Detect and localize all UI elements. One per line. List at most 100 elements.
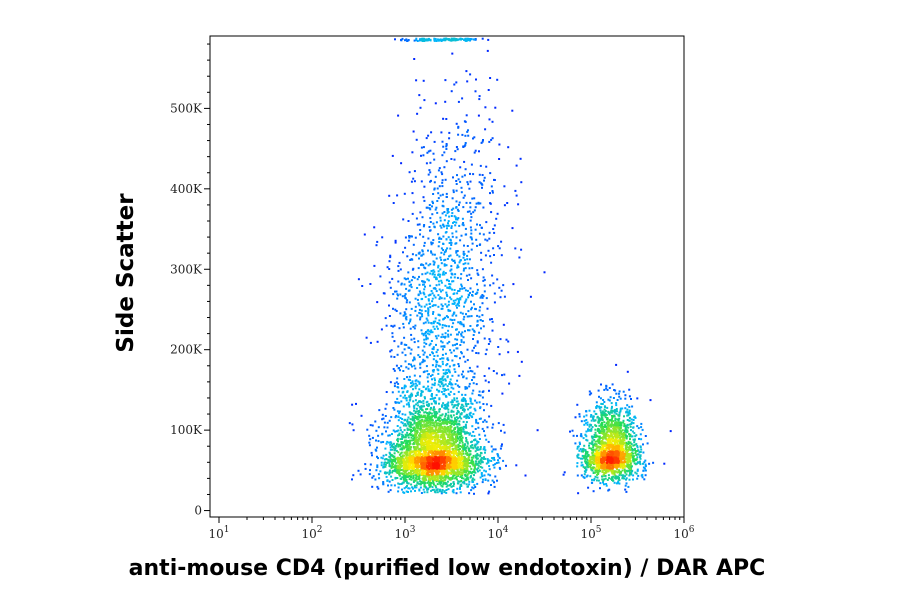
event-point bbox=[443, 478, 446, 481]
event-point bbox=[421, 249, 424, 252]
event-point bbox=[602, 426, 605, 429]
event-point bbox=[435, 419, 438, 422]
event-point bbox=[433, 187, 436, 190]
event-point bbox=[434, 317, 437, 320]
event-point bbox=[450, 90, 453, 93]
event-point bbox=[425, 448, 428, 451]
event-point bbox=[406, 453, 409, 456]
event-point bbox=[416, 446, 419, 449]
event-point bbox=[442, 379, 445, 382]
event-point bbox=[431, 436, 434, 439]
event-point bbox=[419, 428, 422, 431]
event-point bbox=[464, 37, 467, 40]
event-point bbox=[408, 403, 410, 406]
event-point bbox=[466, 442, 469, 445]
event-point bbox=[386, 421, 389, 424]
event-point bbox=[465, 458, 468, 460]
event-point bbox=[600, 430, 603, 433]
event-point bbox=[415, 39, 418, 42]
event-point bbox=[478, 232, 481, 235]
event-point bbox=[480, 141, 483, 144]
event-point bbox=[454, 261, 456, 264]
event-point bbox=[640, 422, 643, 425]
event-point bbox=[389, 456, 392, 459]
event-point bbox=[596, 469, 599, 472]
event-point bbox=[498, 247, 501, 250]
event-point bbox=[445, 291, 448, 294]
event-point bbox=[602, 399, 605, 401]
event-point bbox=[590, 447, 593, 450]
event-point bbox=[433, 436, 436, 439]
event-point bbox=[467, 310, 470, 313]
event-point bbox=[421, 443, 424, 446]
event-point bbox=[636, 425, 639, 428]
event-point bbox=[621, 441, 624, 444]
event-point bbox=[396, 477, 399, 479]
event-point bbox=[611, 472, 614, 475]
event-point bbox=[476, 440, 479, 443]
event-point bbox=[396, 353, 399, 356]
event-point bbox=[473, 465, 476, 468]
event-point bbox=[446, 38, 449, 41]
event-point bbox=[384, 407, 387, 410]
event-point bbox=[445, 160, 448, 163]
event-point bbox=[438, 322, 441, 325]
event-point bbox=[619, 439, 622, 442]
event-point bbox=[629, 467, 632, 470]
event-point bbox=[488, 389, 490, 392]
event-point bbox=[451, 344, 454, 347]
event-point bbox=[611, 414, 613, 417]
event-point bbox=[426, 449, 429, 452]
event-point bbox=[490, 261, 493, 264]
event-point bbox=[436, 488, 439, 491]
event-point bbox=[442, 445, 445, 448]
event-point bbox=[446, 375, 449, 378]
event-point bbox=[490, 318, 493, 320]
event-point bbox=[457, 404, 459, 407]
event-point bbox=[421, 408, 423, 411]
event-point bbox=[457, 429, 459, 432]
event-point bbox=[603, 388, 606, 391]
event-point bbox=[461, 477, 463, 479]
event-point bbox=[404, 313, 407, 316]
event-point bbox=[461, 409, 464, 411]
event-point bbox=[442, 439, 445, 441]
event-point bbox=[443, 393, 446, 396]
event-point bbox=[456, 333, 458, 336]
event-point bbox=[459, 311, 462, 314]
event-point bbox=[631, 430, 634, 433]
event-point bbox=[636, 446, 639, 449]
event-point bbox=[462, 464, 465, 467]
event-point bbox=[633, 462, 636, 465]
event-point bbox=[588, 447, 591, 450]
event-point bbox=[435, 394, 438, 397]
event-point bbox=[385, 403, 388, 406]
event-point bbox=[628, 457, 631, 460]
event-point bbox=[422, 280, 425, 283]
event-point bbox=[457, 299, 460, 302]
event-point bbox=[600, 383, 602, 386]
event-point bbox=[401, 351, 404, 354]
event-point bbox=[431, 443, 434, 446]
event-point bbox=[600, 411, 603, 414]
event-point bbox=[448, 283, 451, 285]
event-point bbox=[612, 432, 615, 435]
event-point bbox=[389, 443, 392, 446]
event-point bbox=[603, 471, 606, 474]
event-point bbox=[480, 258, 483, 261]
event-point bbox=[394, 416, 397, 419]
event-point bbox=[371, 476, 374, 479]
event-point bbox=[402, 481, 405, 484]
event-point bbox=[445, 489, 448, 491]
event-point bbox=[437, 313, 440, 316]
event-point bbox=[434, 400, 437, 403]
event-point bbox=[613, 389, 616, 391]
event-point bbox=[437, 264, 440, 267]
event-point bbox=[471, 290, 474, 293]
event-point bbox=[455, 180, 458, 182]
event-point bbox=[455, 39, 458, 42]
event-point bbox=[409, 439, 412, 442]
event-point bbox=[451, 232, 454, 235]
event-point bbox=[434, 175, 437, 178]
